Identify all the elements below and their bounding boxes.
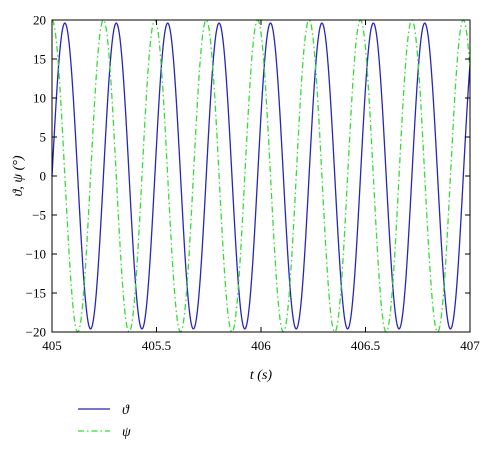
series-layer	[51, 19, 471, 333]
x-axis-label: t (s)	[250, 368, 273, 383]
y-tick-label: −5	[32, 208, 46, 223]
x-tick-label: 405.5	[142, 338, 171, 353]
x-tick-label: 405	[42, 338, 62, 353]
x-tick-label: 406.5	[351, 338, 380, 353]
legend-label-psi: ψ	[122, 425, 131, 440]
y-tick-label: 5	[40, 130, 47, 145]
y-tick-label: −20	[26, 325, 46, 340]
x-ticks: 405 405.5 406 406.5 407	[42, 20, 480, 353]
legend: ϑψ	[78, 403, 131, 440]
series-line-theta	[51, 22, 471, 330]
y-tick-label: −15	[26, 286, 46, 301]
y-tick-label: 10	[33, 91, 46, 106]
y-tick-label: 0	[40, 169, 47, 184]
y-axis-label: ϑ, ψ (°)	[11, 155, 26, 196]
y-tick-label: −10	[26, 247, 46, 262]
x-tick-label: 406	[251, 338, 271, 353]
y-tick-label: 20	[33, 13, 46, 28]
legend-label-theta: ϑ	[122, 403, 130, 418]
y-ticks: −20 −15 −10 −5 0 5 10 15 20	[26, 13, 470, 340]
series-line-psi	[51, 19, 471, 333]
x-tick-label: 407	[460, 338, 480, 353]
plot-frame	[51, 19, 471, 333]
y-tick-label: 15	[33, 52, 46, 67]
plot-area: 405 405.5 406 406.5 407 −20 −15 −10 −5 0 5 10 15 20	[26, 13, 481, 354]
